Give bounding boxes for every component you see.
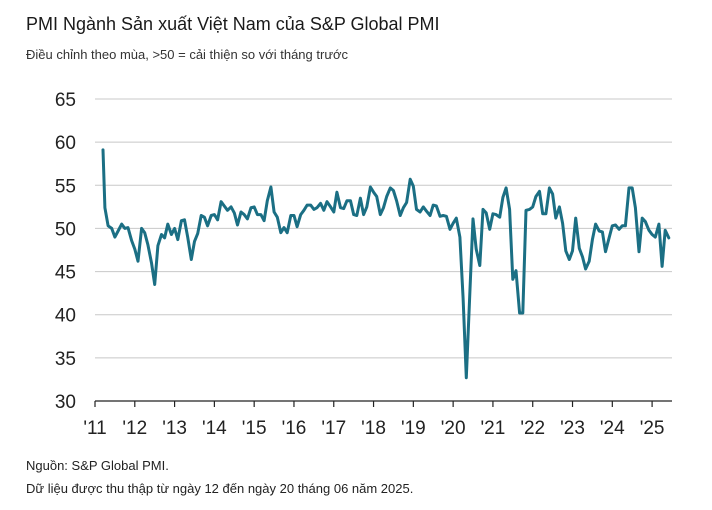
y-tick-label: 55 xyxy=(55,176,76,197)
x-tick-label: '23 xyxy=(560,418,585,439)
y-tick-label: 65 xyxy=(55,90,76,111)
x-tick-label: '16 xyxy=(282,418,307,439)
y-tick-label: 45 xyxy=(55,263,76,284)
x-tick-label: '22 xyxy=(520,418,545,439)
x-tick-label: '19 xyxy=(401,418,426,439)
x-axis-ticks: '11 '12 '13 '14 '15 '16 '17 '18 '19 '20 '21 '22 '23 '… xyxy=(83,401,664,439)
y-tick-label: 35 xyxy=(55,349,76,370)
x-tick-label: '11 xyxy=(83,418,106,439)
y-tick-label: 60 xyxy=(55,133,76,154)
x-tick-label: '25 xyxy=(640,418,665,439)
x-tick-label: '12 xyxy=(122,418,147,439)
x-tick-label: '20 xyxy=(441,418,466,439)
y-tick-label: 40 xyxy=(55,306,76,327)
x-tick-label: '13 xyxy=(162,418,187,439)
y-axis-tick-labels: 30 35 40 45 50 55 60 65 xyxy=(55,90,76,413)
y-tick-label: 50 xyxy=(55,219,76,240)
gridlines xyxy=(95,98,672,359)
x-tick-label: '21 xyxy=(481,418,506,439)
y-tick-label: 30 xyxy=(55,392,76,413)
source-note: Nguồn: S&P Global PMI. xyxy=(26,458,169,473)
chart-title: PMI Ngành Sản xuất Việt Nam của S&P Glob… xyxy=(26,14,440,34)
pmi-series-line xyxy=(101,148,671,380)
x-tick-label: '17 xyxy=(321,418,346,439)
chart-subtitle: Điều chỉnh theo mùa, >50 = cải thiện so … xyxy=(26,47,349,62)
x-tick-label: '15 xyxy=(242,418,267,439)
x-tick-label: '18 xyxy=(361,418,386,439)
x-tick-label: '24 xyxy=(600,418,625,439)
x-tick-label: '14 xyxy=(202,418,227,439)
data-collection-note: Dữ liệu được thu thập từ ngày 12 đến ngà… xyxy=(26,481,414,496)
